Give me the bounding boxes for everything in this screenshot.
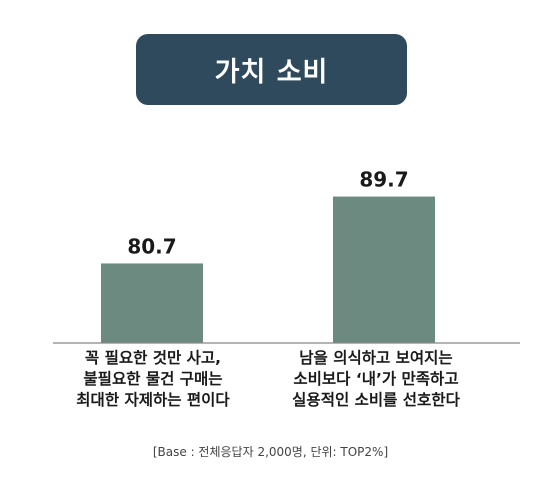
bar-value-label-1: 80.7: [127, 234, 176, 258]
category-label-1-line-1: 꼭 필요한 것만 사고,: [84, 349, 222, 367]
bar-1: [101, 263, 203, 343]
chart-title: 가치 소비: [136, 34, 407, 105]
category-label-2: 남을 의식하고 보여지는 소비보다 ‘내’가 만족하고 실용적인 소비를 선호한…: [256, 348, 496, 411]
category-label-2-line-1: 남을 의식하고 보여지는: [299, 349, 453, 367]
bar-2: [333, 196, 435, 343]
category-label-2-line-2: 소비보다 ‘내’가 만족하고: [293, 370, 459, 388]
category-label-1: 꼭 필요한 것만 사고, 불필요한 물건 구매는 최대한 자제하는 편이다: [33, 348, 273, 411]
category-label-1-line-2: 불필요한 물건 구매는: [83, 370, 223, 388]
category-label-1-line-3: 최대한 자제하는 편이다: [76, 391, 230, 409]
bar-value-label-2: 89.7: [359, 168, 408, 192]
base-note: [Base : 전체응답자 2,000명, 단위: TOP2%]: [152, 445, 389, 459]
category-label-2-line-3: 실용적인 소비를 선호한다: [292, 391, 460, 409]
